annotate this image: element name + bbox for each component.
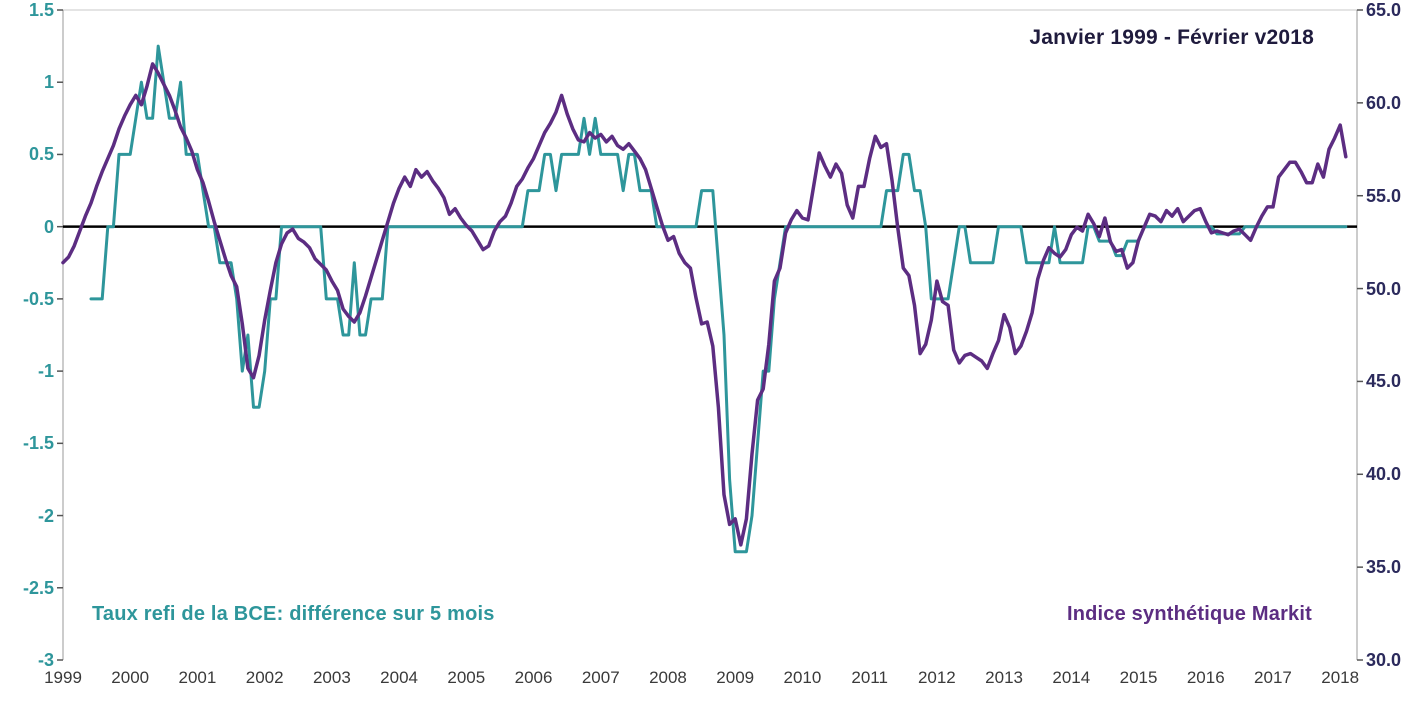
right-axis-tick-label: 30.0 — [1366, 650, 1402, 670]
x-axis-year-label: 2014 — [1052, 668, 1091, 687]
right-axis-tick-label: 45.0 — [1366, 371, 1402, 392]
right-axis-tick-label: 60.0 — [1366, 92, 1402, 113]
left-axis-tick-label: -2 — [37, 505, 54, 526]
x-axis-year-label: 2006 — [514, 668, 553, 687]
x-axis-year-label: 2017 — [1254, 668, 1292, 687]
x-axis-year-label: 2000 — [111, 668, 150, 687]
x-axis-year-label: 2009 — [716, 668, 755, 687]
x-axis-year-label: 2018 — [1321, 668, 1360, 687]
refi-rate-diff-line — [89, 44, 1348, 554]
x-axis-year-label: 1999 — [44, 668, 82, 687]
left-axis-tick-label: -3 — [37, 650, 54, 670]
x-axis-year-label: 2016 — [1186, 668, 1225, 687]
x-axis-year-label: 2013 — [985, 668, 1023, 687]
right-axis-tick-label: 50.0 — [1366, 278, 1402, 299]
x-axis-year-label: 2012 — [917, 668, 956, 687]
x-axis-year-label: 2003 — [312, 668, 351, 687]
x-axis-year-label: 2015 — [1119, 668, 1158, 687]
left-axis-tick-label: -2.5 — [22, 577, 54, 598]
x-axis-year-label: 2007 — [581, 668, 620, 687]
x-axis-year-label: 2001 — [178, 668, 217, 687]
markit-index-line — [61, 62, 1348, 547]
left-axis-tick-label: -1 — [37, 361, 54, 382]
left-axis-tick-label: -1.5 — [22, 433, 54, 454]
chart-title: Janvier 1999 - Février v2018 — [1029, 26, 1314, 49]
left-axis-tick-label: 0 — [43, 216, 54, 237]
right-axis-tick-label: 35.0 — [1366, 557, 1402, 578]
x-axis-year-label: 2002 — [245, 668, 284, 687]
right-axis-tick-label: 65.0 — [1366, 0, 1402, 20]
x-axis-year-label: 2011 — [851, 668, 888, 687]
left-axis-tick-label: 0.5 — [28, 144, 54, 165]
x-axis-year-label: 2010 — [783, 668, 822, 687]
left-axis-tick-label: 1.5 — [28, 0, 54, 20]
x-axis-year-label: 2004 — [380, 668, 418, 687]
right-series-legend-label: Indice synthétique Markit — [1066, 603, 1312, 625]
right-axis-tick-label: 55.0 — [1366, 185, 1402, 206]
x-axis-year-label: 2005 — [447, 668, 486, 687]
left-axis-tick-label: 1 — [43, 72, 54, 93]
right-axis-tick-label: 40.0 — [1366, 464, 1402, 485]
left-axis-tick-label: -0.5 — [22, 288, 54, 309]
left-series-legend-label: Taux refi de la BCE: différence sur 5 mo… — [92, 603, 495, 625]
x-axis-year-label: 2008 — [649, 668, 687, 687]
